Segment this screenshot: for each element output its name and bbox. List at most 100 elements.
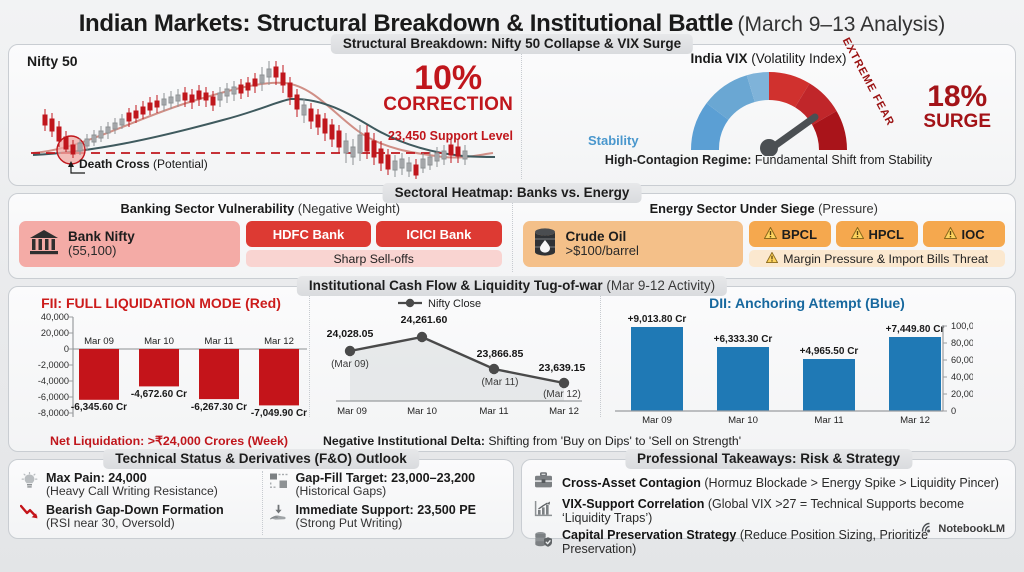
fii-bar-mar11 [199,349,239,400]
banking-note: Sharp Sell-offs [245,250,502,267]
technical-item-immediate-support: Immediate Support: 23,500 PE (Strong Put… [269,503,506,531]
bottom-row: Technical Status & Derivatives (F&O) Out… [8,449,1016,556]
crude-oil-value: >$100/barrel [565,243,639,259]
technical-item-sub: (Strong Put Writing) [295,516,403,531]
contagion-note: High-Contagion Regime: Fundamental Shift… [532,153,1005,167]
takeaway-light: (Global VIX >27 = Technical Supports bec… [562,497,965,525]
fii-bar-mar12 [259,349,299,406]
technical-item-title: Gap-Fill Target: 23,000–23,200 [295,471,476,485]
chip-ioc[interactable]: IOC [923,221,1006,247]
svg-text:100,000: 100,000 [951,321,973,331]
bank-nifty-value: (55,100) [68,243,117,259]
fii-mid-divider [309,293,310,417]
dii-bar-mar09 [631,327,683,411]
correction-percent: 10% [414,59,483,97]
chip-icici-bank[interactable]: ICICI Bank [376,221,502,247]
svg-text:Mar 10: Mar 10 [407,406,437,417]
section2-divider [511,200,513,272]
technical-item-title: Max Pain: 24,000 [46,471,147,485]
energy-chip-stack: BPCL HPCL [749,221,1006,267]
svg-text:+4,965.50 Cr: +4,965.50 Cr [800,346,859,357]
banking-head-light: (Negative Weight) [294,201,400,216]
chip-label: IOC [961,226,985,242]
contagion-bold: High-Contagion Regime: [604,153,752,167]
gap-blocks-icon [269,471,289,495]
page-title-sub: (March 9–13 Analysis) [737,13,946,36]
death-cross-label: Death Cross [79,157,150,171]
bank-nifty-tile[interactable]: Bank Nifty (55,100) [19,221,240,267]
chip-label: BPCL [781,226,818,242]
chip-hdfc-bank[interactable]: HDFC Bank [245,221,372,247]
chip-bpcl[interactable]: BPCL [749,221,832,247]
fii-bar-mar10 [139,349,179,387]
section3-footer: Net Liquidation: >₹24,000 Crores (Week) … [9,433,1015,449]
technical-item-max-pain: Max Pain: 24,000 (Heavy Call Writing Res… [19,471,256,499]
nifty-close-line-chart: Nifty Close 24,028.05 (Mar 09) 24,261.60… [327,298,586,417]
takeaway-light: (Reduce Position Sizing, Prioritize Pres… [562,528,929,556]
section1-divider [521,51,522,179]
dii-bar-mar12 [889,337,941,411]
banking-chip-row: HDFC Bank ICICI Bank [245,221,502,247]
section4-right-badge-label: Professional Takeaways: Risk & Strategy [636,451,901,466]
svg-text:-2,0000: -2,0000 [38,360,69,370]
chip-label: HDFC Bank [272,226,345,242]
warning-icon [766,251,779,266]
surge-percent: 18% [927,80,988,113]
energy-note: Margin Pressure & Import Bills Threat [749,250,1005,267]
section3-badge-bold: Institutional Cash Flow & Liquidity Tug-… [308,278,603,293]
svg-text:60,000: 60,000 [951,355,973,365]
down-trend-arrow-icon [19,503,39,525]
takeaway-text: Capital Preservation Strategy (Reduce Po… [562,528,1005,556]
dii-chart-panel: DII: Anchoring Attempt (Blue) +9,013.80 … [601,287,1015,426]
svg-text:80,000: 80,000 [951,338,973,348]
svg-text:Mar 10: Mar 10 [728,415,758,426]
chip-hpcl[interactable]: HPCL [836,221,919,247]
nifty-candlestick-chart [31,61,496,179]
banking-chip-stack: HDFC Bank ICICI Bank Sharp Sell-offs [245,221,502,267]
technical-item-bearish-gap: Bearish Gap-Down Formation (RSI near 30,… [19,503,256,531]
svg-text:40,000: 40,000 [41,312,69,322]
takeaway-text: VIX-Support Correlation (Global VIX >27 … [562,497,1005,525]
takeaway-vix-support-correlation: VIX-Support Correlation (Global VIX >27 … [532,497,1005,525]
notebooklm-icon [921,522,934,536]
section-professional-takeaways: Professional Takeaways: Risk & Strategy … [521,449,1016,556]
technical-item-sub: (RSI near 30, Oversold) [46,516,175,531]
technical-right-column: Gap-Fill Target: 23,000–23,200 (Historic… [269,471,506,535]
bar-chart-icon [532,500,554,522]
svg-text:-6,267.30 Cr: -6,267.30 Cr [191,402,247,413]
svg-text:20,000: 20,000 [41,328,69,338]
contagion-light: Fundamental Shift from Stability [751,153,933,167]
warning-icon [943,225,957,242]
section3-badge-light: (Mar 9-12 Activity) [602,278,716,293]
section-sectoral-heatmap: Sectoral Heatmap: Banks vs. Energy Banki… [8,183,1016,279]
fii-chart-panel: FII: FULL LIQUIDATION MODE (Red) 40,000 … [9,287,309,423]
technical-item-sub: (Heavy Call Writing Resistance) [46,484,218,499]
svg-text:-6,0000: -6,0000 [38,392,69,402]
section3-badge: Institutional Cash Flow & Liquidity Tug-… [296,276,728,296]
section1-badge: Structural Breakdown: Nifty 50 Collapse … [330,34,694,54]
banking-head-bold: Banking Sector Vulnerability [120,201,295,216]
crude-oil-name: Crude Oil [565,229,627,245]
svg-text:(Mar 11): (Mar 11) [481,377,518,388]
svg-text:Mar 12: Mar 12 [900,415,930,426]
chip-label: HPCL [868,226,904,242]
vix-surge-callout: 18% SURGE [923,80,991,132]
takeaway-light: (Hormuz Blockade > Energy Spike > Liquid… [700,476,999,490]
section4-right-badge: Professional Takeaways: Risk & Strategy [624,449,913,469]
negative-delta-note: Negative Institutional Delta: Shifting f… [319,434,1005,448]
warning-icon [763,225,777,242]
svg-text:23,639.15: 23,639.15 [539,362,586,374]
crude-oil-tile[interactable]: Crude Oil >$100/barrel [522,221,744,267]
svg-text:Mar 11: Mar 11 [479,406,508,417]
energy-chip-row: BPCL HPCL [749,221,1006,247]
hand-down-arrow-icon [269,503,289,527]
notebooklm-watermark: NotebookLM [921,522,1005,536]
banking-tiles: Bank Nifty (55,100) HDFC Bank ICICI Bank [19,221,502,267]
warning-icon [850,225,864,242]
svg-text:(Mar 09): (Mar 09) [331,359,369,370]
correction-label: CORRECTION [383,94,513,115]
energy-head-light: (Pressure) [814,201,878,216]
energy-head: Energy Sector Under Siege (Pressure) [523,201,1006,216]
takeaway-cross-asset-contagion: Cross-Asset Contagion (Hormuz Blockade >… [532,472,1005,494]
technical-item-title: Bearish Gap-Down Formation [46,503,224,517]
